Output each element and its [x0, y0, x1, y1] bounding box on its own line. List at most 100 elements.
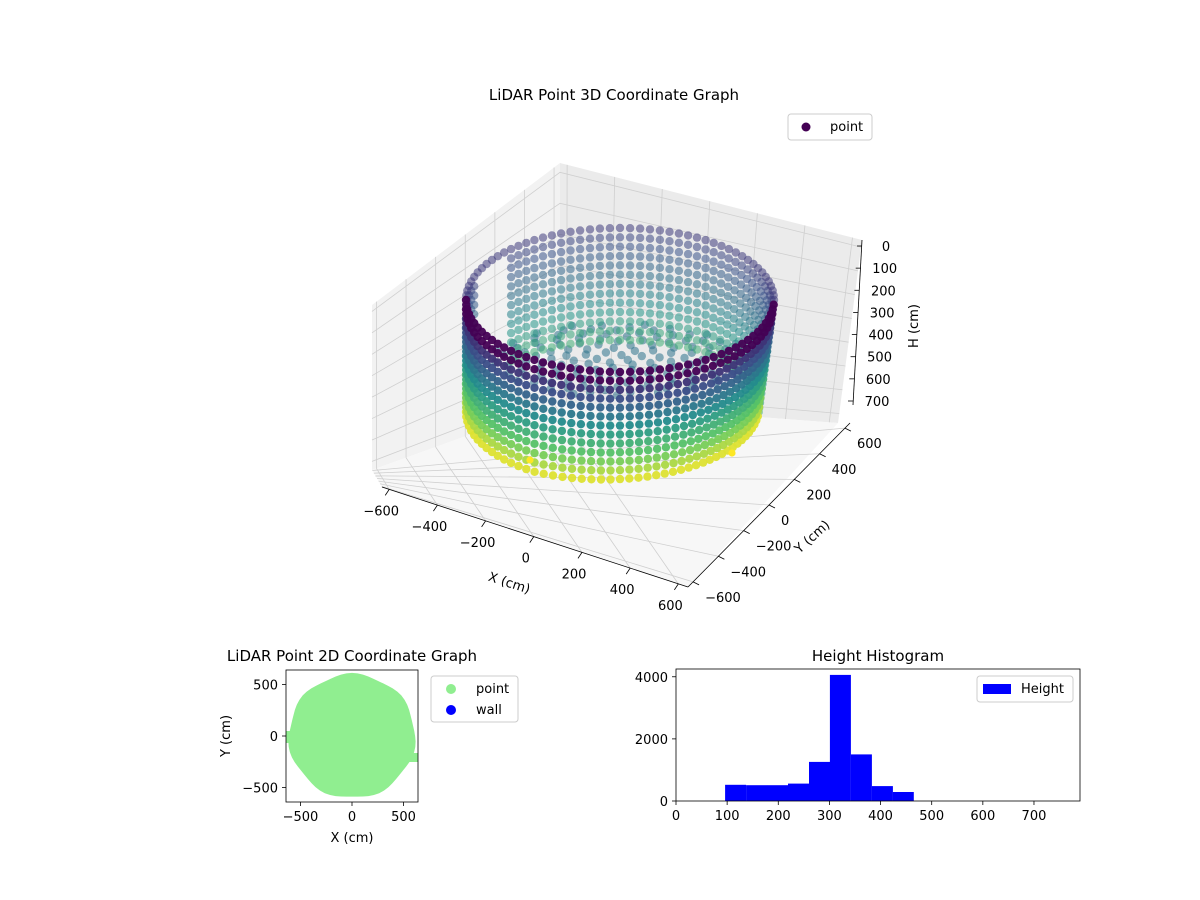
legend-2d-marker-wall — [446, 705, 456, 715]
point-3d — [654, 409, 663, 418]
point-3d — [665, 265, 674, 274]
point-3d — [575, 310, 585, 319]
point-3d — [701, 301, 710, 310]
stray-point — [526, 456, 534, 464]
point-3d — [577, 474, 586, 483]
point-3d — [595, 299, 605, 308]
point-3d — [615, 279, 625, 289]
point-3d — [592, 354, 602, 364]
point-3d — [605, 326, 615, 335]
point-3d — [547, 240, 557, 249]
point-3d — [558, 463, 567, 472]
point-3d — [514, 279, 523, 288]
point-3d — [522, 276, 531, 285]
chart-2d: LiDAR Point 2D Coordinate Graph −500 0 500… — [219, 647, 519, 846]
point-3d — [595, 376, 605, 385]
point-3d — [514, 260, 523, 269]
point-3d — [595, 243, 605, 252]
legend-histogram: Height — [976, 675, 1074, 703]
point-3d — [729, 361, 738, 370]
point-3d — [514, 396, 523, 405]
point-3d — [645, 243, 655, 253]
point-3d — [539, 395, 548, 404]
point-3d — [547, 360, 557, 369]
point-3d — [539, 386, 548, 395]
point-3d — [683, 259, 693, 268]
x-tick-label: 100 — [715, 809, 740, 824]
point-3d — [595, 271, 605, 280]
point-3d — [731, 248, 740, 257]
point-3d — [506, 300, 516, 310]
point-3d — [645, 375, 654, 384]
point-3d — [522, 341, 531, 350]
histogram-bar — [850, 754, 872, 801]
point-3d — [522, 446, 531, 455]
point-3d — [615, 307, 625, 317]
point-3d — [605, 298, 615, 307]
point-3d — [538, 270, 548, 280]
point-3d — [652, 453, 661, 462]
point-3d — [576, 383, 585, 392]
histogram-bars — [725, 674, 914, 801]
z-tick-label: 100 — [872, 262, 897, 277]
point-3d — [530, 254, 539, 263]
point-3d — [615, 474, 625, 484]
point-3d — [557, 399, 566, 408]
point-3d — [577, 465, 586, 474]
point-3d — [660, 469, 669, 478]
point-3d — [595, 367, 605, 376]
point-3d — [635, 289, 645, 299]
point-3d — [575, 328, 585, 338]
point-3d — [674, 247, 684, 257]
point-3d — [680, 353, 689, 363]
point-3d — [575, 338, 585, 347]
point-3d — [643, 472, 652, 481]
point-3d — [605, 261, 615, 270]
point-3d — [625, 421, 634, 430]
point-3d — [697, 399, 706, 408]
point-3d — [538, 376, 548, 386]
point-3d — [644, 428, 653, 437]
point-3d — [506, 384, 516, 393]
point-3d — [566, 283, 575, 292]
point-3d — [595, 289, 605, 299]
point-3d — [701, 432, 710, 441]
point-3d — [585, 375, 595, 384]
point-3d — [674, 275, 684, 285]
point-3d — [566, 400, 576, 409]
point-3d — [723, 282, 733, 291]
point-3d — [522, 380, 531, 390]
point-3d — [566, 255, 575, 264]
z-tick-label: 600 — [866, 373, 891, 388]
point-3d — [701, 319, 710, 329]
point-3d — [522, 408, 531, 418]
point-3d — [709, 313, 718, 322]
point-3d — [655, 365, 665, 374]
point-3d — [548, 443, 557, 452]
point-3d — [514, 443, 523, 452]
z-tick-label: 400 — [868, 329, 893, 344]
point-3d — [615, 448, 625, 457]
point-3d — [500, 389, 509, 399]
point-3d — [493, 377, 502, 386]
point-3d — [606, 475, 615, 484]
point-3d — [731, 343, 740, 352]
point-3d — [683, 324, 693, 333]
point-3d — [711, 452, 721, 462]
point-3d — [645, 281, 655, 290]
point-3d — [733, 375, 742, 384]
y-tick-mark — [794, 479, 801, 483]
point-3d — [652, 444, 662, 453]
y-tick-label: 2000 — [635, 733, 668, 748]
grid-line — [371, 171, 862, 312]
point-3d — [615, 233, 625, 242]
point-3d — [556, 285, 566, 294]
point-3d — [615, 376, 625, 386]
x-tick-mark — [481, 520, 486, 528]
point-3d — [692, 280, 702, 289]
point-3d — [709, 352, 718, 362]
point-3d — [522, 322, 531, 332]
legend-3d-marker — [801, 122, 811, 132]
point-disc-2d — [288, 672, 416, 797]
point-3d — [522, 294, 531, 304]
